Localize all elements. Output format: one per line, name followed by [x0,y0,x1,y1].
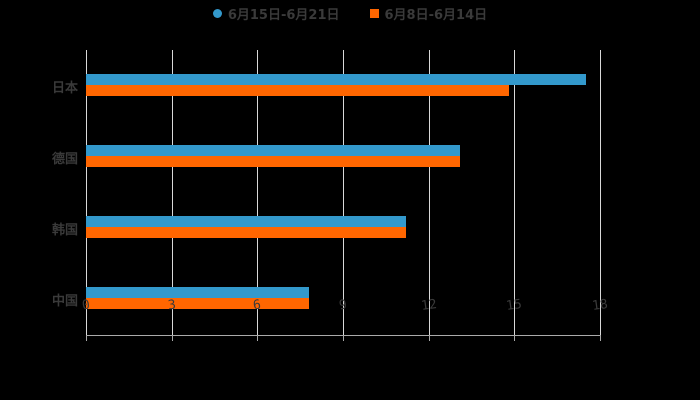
axis-tick [257,335,259,341]
bar[interactable] [86,287,309,299]
gridline [171,50,173,335]
bar[interactable] [86,227,406,239]
gridline [343,50,344,335]
gridline [428,50,430,335]
category-label: 日本 [51,80,78,96]
category-label: 德国 [51,151,78,167]
bar[interactable] [86,216,406,228]
axis-tick [514,335,516,341]
legend-item-week1[interactable]: 6月8日-6月14日 [369,4,488,23]
gridline [257,50,259,335]
legend-item-week2[interactable]: 6月15日-6月21日 [212,4,340,23]
legend-marker-circle-icon [212,9,222,18]
x-tick-label: 18 [591,296,609,315]
gridline [514,50,516,335]
gridline [600,50,601,335]
legend-label: 6月8日-6月14日 [384,8,488,23]
gridline [86,50,87,335]
legend: 6月15日-6月21日 6月8日-6月14日 [0,4,700,23]
plot-area [86,50,601,341]
category-label: 中国 [51,294,78,310]
x-tick-label: 3 [166,297,177,314]
category-label: 韩国 [51,223,78,239]
x-tick-label: 15 [505,296,524,315]
bar[interactable] [86,155,461,167]
axis-tick [343,335,344,341]
x-tick-label: 12 [419,296,438,315]
x-axis-line [86,335,600,336]
axis-tick [428,335,430,341]
legend-label: 6月15日-6月21日 [227,8,340,23]
bar[interactable] [86,144,461,156]
bar[interactable] [86,73,586,85]
axis-tick [171,335,173,341]
legend-marker-square-icon [369,9,379,18]
bar[interactable] [86,84,509,96]
axis-tick [600,335,601,341]
axis-tick [86,335,87,341]
bar[interactable] [86,298,309,310]
